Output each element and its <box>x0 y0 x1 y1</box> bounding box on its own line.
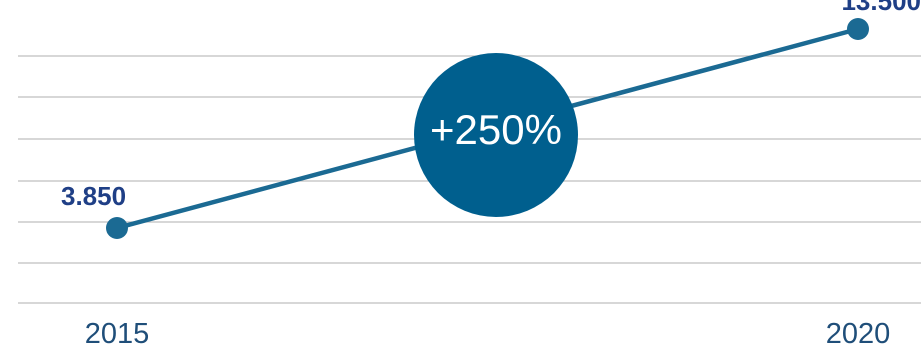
data-point-2020 <box>847 18 869 40</box>
data-labels: 3.850 13.500 <box>61 0 921 211</box>
data-label-2015: 3.850 <box>61 181 126 211</box>
data-markers <box>106 18 869 239</box>
data-point-2015 <box>106 217 128 239</box>
growth-badge: +250% <box>414 53 578 217</box>
growth-badge-circle <box>414 53 578 217</box>
x-tick-label-2020: 2020 <box>826 318 891 350</box>
growth-badge-text: +250% <box>430 106 562 153</box>
data-label-2020: 13.500 <box>841 0 921 16</box>
x-axis-ticks: 2015 2020 <box>85 318 891 350</box>
x-tick-label-2015: 2015 <box>85 318 150 350</box>
